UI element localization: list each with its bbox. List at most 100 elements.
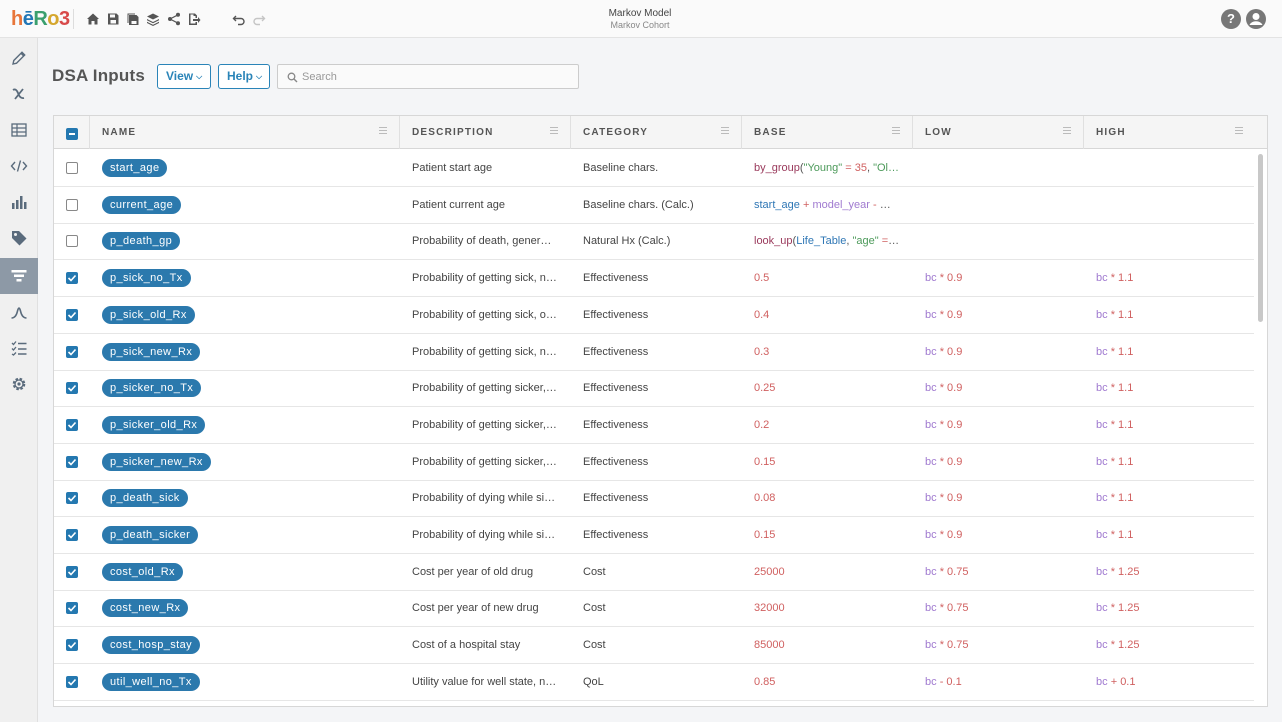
high-value-cell[interactable]: bc + 0.1 xyxy=(1096,675,1136,688)
row-checkbox[interactable] xyxy=(66,675,78,688)
base-value-cell[interactable]: 0.08 xyxy=(754,492,776,505)
sidebar-item-psa[interactable] xyxy=(0,294,38,330)
row-checkbox[interactable] xyxy=(66,162,78,174)
row-checkbox[interactable] xyxy=(66,639,78,652)
column-header-base[interactable]: BASE xyxy=(742,116,913,149)
column-header-category[interactable]: CATEGORY xyxy=(571,116,742,149)
row-checkbox[interactable] xyxy=(66,272,78,285)
row-checkbox[interactable] xyxy=(66,235,78,248)
base-value-cell[interactable]: 0.4 xyxy=(754,308,770,321)
sidebar-item-tags[interactable] xyxy=(0,220,38,256)
variable-name-pill[interactable]: p_sick_new_Rx xyxy=(102,342,201,361)
column-header-name[interactable]: NAME xyxy=(90,116,400,149)
sidebar-item-results[interactable] xyxy=(0,184,38,220)
save-icon[interactable] xyxy=(106,12,120,26)
column-header-high[interactable]: HIGH xyxy=(1084,116,1255,149)
high-value-cell[interactable] xyxy=(1096,187,1246,223)
share-icon[interactable] xyxy=(167,12,181,26)
variable-name-pill[interactable]: p_death_gp xyxy=(102,232,181,251)
variable-name-pill[interactable]: p_sick_old_Rx xyxy=(102,305,195,324)
table-row[interactable]: p_death_sick Probability of dying while s… xyxy=(54,480,1254,518)
table-row[interactable]: p_death_sicker Probability of dying while… xyxy=(54,517,1254,554)
high-value-cell[interactable]: bc * 1.1 xyxy=(1096,382,1134,395)
high-value-cell[interactable]: bc * 1.25 xyxy=(1096,602,1140,615)
home-icon[interactable] xyxy=(86,12,100,26)
export-icon[interactable] xyxy=(187,12,201,26)
high-value-cell[interactable]: bc * 1.1 xyxy=(1096,455,1134,468)
high-value-cell[interactable]: bc * 1.1 xyxy=(1096,272,1134,285)
search-box[interactable] xyxy=(277,64,579,89)
base-value-cell[interactable]: 32000 xyxy=(754,602,785,615)
low-value-cell[interactable]: bc * 0.9 xyxy=(925,308,963,321)
view-menu-button[interactable]: View ⌵ xyxy=(157,64,211,89)
base-value-cell[interactable]: 0.85 xyxy=(754,675,776,688)
sidebar-item-dsa[interactable] xyxy=(0,258,38,294)
table-row[interactable]: p_sicker_new_Rx Probability of getting si… xyxy=(54,444,1254,481)
variable-name-pill[interactable]: p_sicker_new_Rx xyxy=(102,452,211,471)
row-checkbox[interactable] xyxy=(66,455,78,468)
vertical-scrollbar[interactable] xyxy=(1258,154,1263,322)
column-menu-icon[interactable] xyxy=(721,127,729,136)
sidebar-item-variables[interactable] xyxy=(0,76,38,112)
high-value-cell[interactable]: bc * 1.1 xyxy=(1096,345,1134,358)
row-checkbox[interactable] xyxy=(66,382,78,395)
low-value-cell[interactable] xyxy=(925,187,1075,223)
low-value-cell[interactable]: bc * 0.9 xyxy=(925,345,963,358)
high-value-cell[interactable]: bc * 1.1 xyxy=(1096,492,1134,505)
select-all-checkbox[interactable] xyxy=(66,128,78,140)
table-row[interactable]: current_age Patient current age Baseline c… xyxy=(54,187,1254,224)
undo-icon[interactable] xyxy=(232,12,246,26)
table-row[interactable]: p_sick_old_Rx Probability of getting sick… xyxy=(54,297,1254,334)
base-value-cell[interactable]: 0.5 xyxy=(754,272,770,285)
variable-name-pill[interactable]: start_age xyxy=(102,159,168,178)
column-header-low[interactable]: LOW xyxy=(913,116,1084,149)
column-menu-icon[interactable] xyxy=(1063,127,1071,136)
sidebar-item-scripts[interactable] xyxy=(0,148,38,184)
table-row[interactable]: start_age Patient start age Baseline chars… xyxy=(54,150,1254,187)
variable-name-pill[interactable]: current_age xyxy=(102,195,182,214)
table-row[interactable]: util_well_no_Tx Utility value for well st… xyxy=(54,664,1254,701)
low-value-cell[interactable]: bc * 0.9 xyxy=(925,529,963,541)
high-value-cell[interactable] xyxy=(1096,150,1246,186)
sidebar-item-settings[interactable] xyxy=(0,366,38,402)
table-row[interactable]: p_sick_new_Rx Probability of getting sick… xyxy=(54,334,1254,371)
base-value-cell[interactable]: 0.15 xyxy=(754,529,776,541)
base-value-cell[interactable]: 0.15 xyxy=(754,455,776,468)
low-value-cell[interactable]: bc * 0.9 xyxy=(925,492,963,505)
row-checkbox[interactable] xyxy=(66,565,78,578)
row-checkbox[interactable] xyxy=(66,345,78,358)
table-row[interactable]: p_sicker_old_Rx Probability of getting si… xyxy=(54,407,1254,444)
column-header-description[interactable]: DESCRIPTION xyxy=(400,116,571,149)
app-logo[interactable]: hēRo3 xyxy=(11,8,70,30)
column-menu-icon[interactable] xyxy=(892,127,900,136)
row-checkbox[interactable] xyxy=(66,602,78,615)
layers-icon[interactable] xyxy=(146,12,160,26)
base-value-cell[interactable]: look_up(Life_Table, "age" =… xyxy=(754,235,900,248)
user-avatar-icon[interactable] xyxy=(1246,9,1266,29)
table-row[interactable]: p_sicker_no_Tx Probability of getting sic… xyxy=(54,370,1254,408)
variable-name-pill[interactable]: cost_old_Rx xyxy=(102,562,183,581)
base-value-cell[interactable]: 85000 xyxy=(754,639,785,652)
low-value-cell[interactable]: bc * 0.9 xyxy=(925,382,963,395)
base-value-cell[interactable]: 0.3 xyxy=(754,345,770,358)
column-menu-icon[interactable] xyxy=(379,127,387,136)
variable-name-pill[interactable]: cost_new_Rx xyxy=(102,599,189,618)
table-row[interactable]: cost_new_Rx Cost per year of new drug Cost… xyxy=(54,590,1254,628)
table-row[interactable]: p_death_gp Probability of death, gener… Na… xyxy=(54,223,1254,261)
low-value-cell[interactable] xyxy=(925,223,1075,259)
sidebar-item-tables[interactable] xyxy=(0,112,38,148)
low-value-cell[interactable]: bc * 0.9 xyxy=(925,418,963,431)
low-value-cell[interactable]: bc * 0.9 xyxy=(925,455,963,468)
row-checkbox[interactable] xyxy=(66,492,78,505)
row-checkbox[interactable] xyxy=(66,529,78,541)
base-value-cell[interactable]: 0.25 xyxy=(754,382,776,395)
help-icon[interactable]: ? xyxy=(1221,9,1241,29)
column-menu-icon[interactable] xyxy=(1235,127,1243,136)
low-value-cell[interactable]: bc * 0.75 xyxy=(925,602,969,615)
low-value-cell[interactable]: bc * 0.75 xyxy=(925,565,969,578)
help-menu-button[interactable]: Help ⌵ xyxy=(218,64,270,89)
variable-name-pill[interactable]: p_death_sick xyxy=(102,489,188,508)
high-value-cell[interactable]: bc * 1.1 xyxy=(1096,308,1134,321)
table-row[interactable]: p_sick_no_Tx Probability of getting sick,… xyxy=(54,260,1254,298)
table-row[interactable]: cost_hosp_stay Cost of a hospital stay Cos… xyxy=(54,627,1254,665)
